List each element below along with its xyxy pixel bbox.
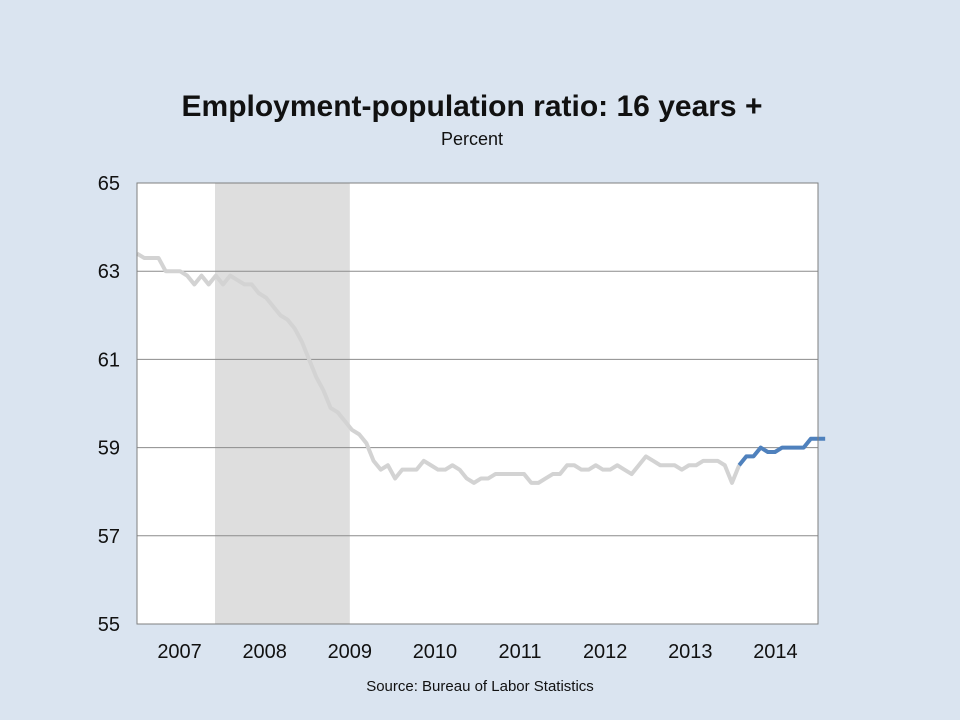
x-tick-label: 2009 bbox=[328, 641, 373, 663]
x-tick-label: 2008 bbox=[242, 641, 287, 663]
y-tick-label: 55 bbox=[98, 614, 120, 636]
chart-subtitle: Percent bbox=[440, 129, 504, 149]
y-tick-label: 59 bbox=[98, 438, 120, 460]
y-tick-label: 65 bbox=[98, 173, 120, 195]
x-tick-label: 2007 bbox=[157, 641, 202, 663]
x-tick-label: 2014 bbox=[753, 641, 798, 663]
x-tick-label: 2012 bbox=[583, 641, 628, 663]
chart-source: Source: Bureau of Labor Statistics bbox=[366, 678, 594, 695]
x-axis: 2007 2008 2009 2010 2011 2012 2013 2014 bbox=[157, 641, 797, 663]
x-tick-label: 2010 bbox=[413, 641, 458, 663]
series-layer bbox=[135, 251, 826, 485]
y-axis: 55 57 59 61 63 65 bbox=[98, 173, 120, 636]
x-tick-label: 2011 bbox=[499, 641, 542, 663]
x-tick-label: 2013 bbox=[668, 641, 713, 663]
series-line-2 bbox=[737, 436, 826, 467]
y-tick-label: 57 bbox=[98, 526, 120, 548]
plot-frame bbox=[136, 182, 819, 625]
y-tick-label: 63 bbox=[98, 261, 120, 283]
y-tick-label: 61 bbox=[98, 349, 120, 371]
chart-title: Employment-population ratio: 16 years + bbox=[181, 90, 763, 123]
series-line-1 bbox=[135, 251, 742, 485]
